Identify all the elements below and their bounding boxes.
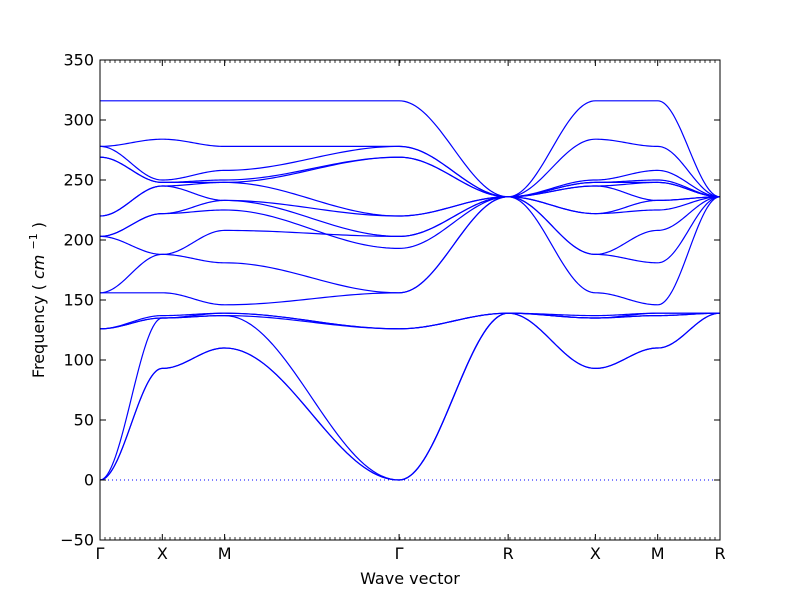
- x-tick-label: X: [590, 544, 601, 563]
- y-tick-label: 50: [74, 411, 94, 430]
- y-tick-label: 350: [63, 51, 94, 70]
- band-line-6: [99, 312, 720, 330]
- x-tick-label: R: [714, 544, 725, 563]
- x-tick-label: M: [218, 544, 232, 563]
- band-line-5: [99, 312, 720, 330]
- band-line-8: [99, 196, 721, 294]
- band-line-7: [100, 196, 721, 306]
- band-line-3: [99, 312, 720, 481]
- band-line-9: [99, 196, 721, 256]
- y-tick-label: 150: [63, 291, 94, 310]
- y-ticks: −50 0 50 100 150 200 250 300 350: [60, 51, 720, 550]
- y-axis-label: Frequency ( cm −1 ): [22, 222, 48, 378]
- x-tick-label: X: [157, 544, 168, 563]
- band-line-10: [99, 196, 721, 250]
- y-tick-label: 0: [84, 471, 94, 490]
- band-line-15: [99, 156, 721, 198]
- band-line-18: [100, 100, 721, 198]
- band-lines: [99, 100, 721, 481]
- y-tick-label: 200: [63, 231, 94, 250]
- band-line-11: [99, 196, 721, 238]
- y-tick-label: −50: [60, 531, 94, 550]
- y-tick-label: 250: [63, 171, 94, 190]
- band-line-16: [99, 145, 721, 198]
- y-axis-label-open: (: [29, 284, 48, 290]
- x-tick-label: Γ: [395, 544, 404, 563]
- band-line-1: [99, 312, 721, 481]
- band-line-17: [99, 138, 721, 198]
- x-tick-label: M: [651, 544, 665, 563]
- y-axis-label-unit: cm: [29, 255, 48, 279]
- y-axis-label-text: Frequency: [29, 295, 48, 378]
- x-tick-label: R: [503, 544, 514, 563]
- plot-frame: [99, 59, 721, 541]
- x-axis-label: Wave vector: [360, 569, 460, 588]
- x-tick-label: Γ: [96, 544, 105, 563]
- y-axis-label-unit-exp: −1: [27, 233, 40, 249]
- band-line-13: [99, 181, 721, 217]
- band-line-14: [99, 156, 721, 198]
- y-tick-label: 100: [63, 351, 94, 370]
- band-line-2: [99, 312, 721, 481]
- y-tick-label: 300: [63, 111, 94, 130]
- y-axis-label-close: ): [29, 222, 48, 228]
